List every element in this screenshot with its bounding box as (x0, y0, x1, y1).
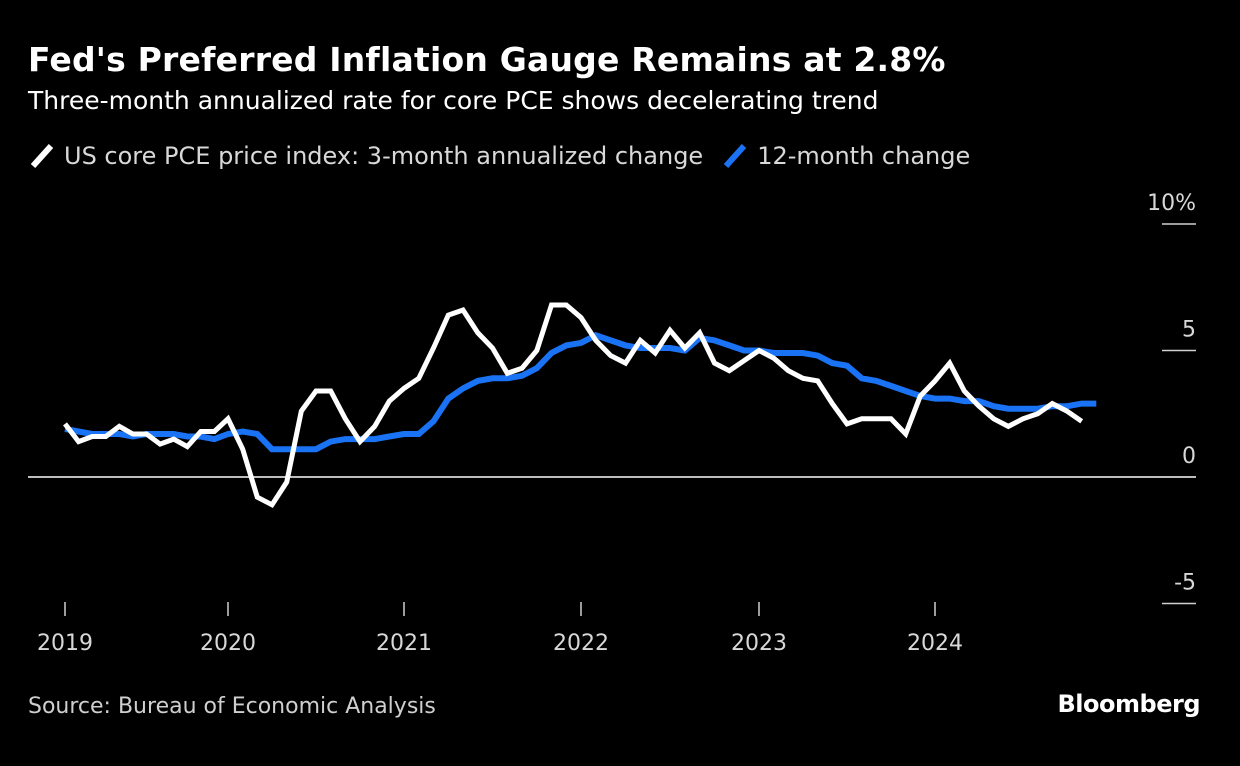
legend-swatch-white-icon (30, 143, 54, 169)
x-tick-label: 2024 (907, 631, 963, 656)
y-tick-label: -5 (1174, 571, 1196, 596)
legend-label-3-month: US core PCE price index: 3-month annuali… (64, 142, 704, 170)
x-tick-label: 2021 (376, 631, 432, 656)
y-tick-label: 10% (1147, 191, 1196, 216)
legend-label-12-month: 12-month change (757, 142, 971, 170)
chart-subtitle: Three-month annualized rate for core PCE… (28, 86, 879, 115)
chart-title: Fed's Preferred Inflation Gauge Remains … (28, 40, 946, 79)
source-note: Source: Bureau of Economic Analysis (28, 694, 436, 719)
y-tick-label: 0 (1182, 444, 1196, 469)
series-line-12-month (64, 332, 1097, 453)
bloomberg-logo: Bloomberg (1057, 690, 1201, 718)
legend-item-3-month: US core PCE price index: 3-month annuali… (28, 142, 703, 170)
axes: -5 0 5 10% 2019 2020 2021 2022 2023 2024 (28, 191, 1196, 656)
legend-swatch-blue-icon (723, 143, 747, 169)
x-tick-label: 2023 (731, 631, 787, 656)
legend: US core PCE price index: 3-month annuali… (28, 142, 988, 170)
x-tick-label: 2019 (37, 631, 93, 656)
x-tick-label: 2022 (553, 631, 609, 656)
series-line-3-month (63, 302, 1084, 509)
legend-item-12-month: 12-month change (721, 142, 970, 170)
y-tick-label: 5 (1182, 318, 1196, 343)
x-tick-label: 2020 (200, 631, 256, 656)
series-layer (63, 302, 1097, 509)
